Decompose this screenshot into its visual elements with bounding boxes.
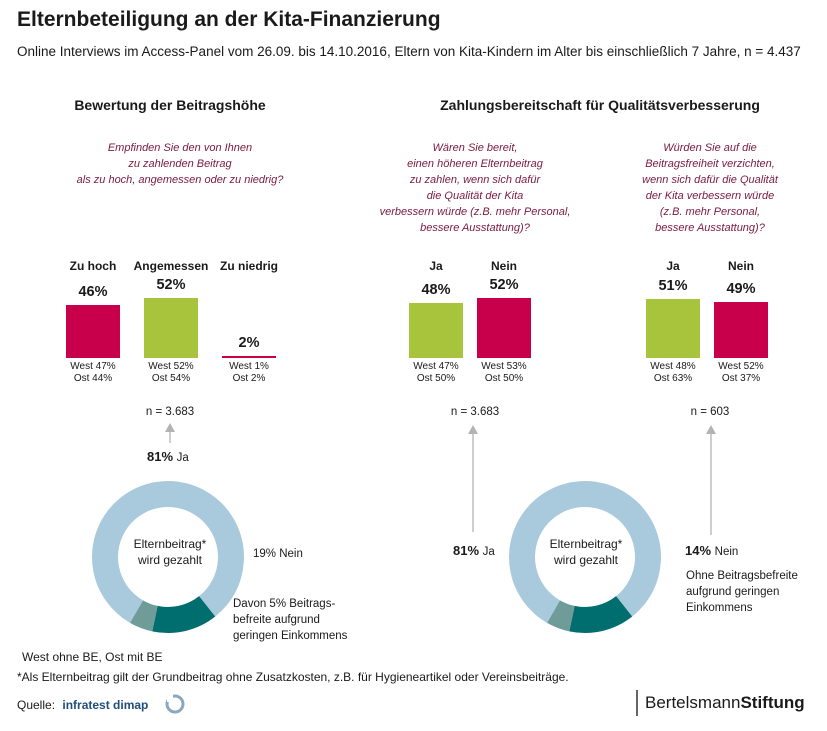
section-title-left: Bewertung der Beitragshöhe [74, 97, 266, 113]
source-line: Quelle: infratest dimap [17, 698, 149, 712]
bar [66, 305, 120, 358]
donut-segment [152, 596, 216, 633]
arrow-2-head [468, 425, 478, 434]
section-title-right: Zahlungsbereitschaft für Qualitätsverbes… [440, 97, 760, 113]
bar-category-label: Zu niedrig [220, 259, 278, 273]
bertelsmann-logo: BertelsmannStiftung [645, 693, 805, 712]
bar-category-label: Nein [727, 259, 754, 273]
arrow-3-head [706, 425, 716, 434]
bar-west-ost-label: West 48% Ost 63% [650, 361, 696, 384]
bar-value-label: 2% [238, 334, 260, 351]
donut-left-befreite-label: Davon 5% Beitrags- befreite aufgrund ger… [233, 598, 348, 642]
bar-west-ost-label: West 52% Ost 37% [718, 361, 764, 384]
question-2: Wären Sie bereit, einen höheren Elternbe… [379, 142, 571, 234]
donut-chart-left [91, 480, 244, 633]
footnote-west-ost: West ohne BE, Ost mit BE [22, 650, 163, 664]
question-1: Empfinden Sie den von Ihnen zu zahlenden… [76, 142, 284, 186]
donut-chart-right [508, 480, 662, 633]
question-3: Würden Sie auf die Beitragsfreiheit verz… [642, 142, 778, 234]
bar-value-label: 46% [78, 284, 108, 301]
bar-value-label: 52% [489, 277, 519, 294]
donut-center-right: Elternbeitrag* wird gezahlt [549, 537, 623, 567]
source-infratest-logo: infratest dimap [62, 698, 149, 712]
bar-west-ost-label: West 47% Ost 44% [70, 361, 116, 384]
n-label-3: n = 603 [690, 406, 730, 418]
bar [409, 302, 463, 358]
donut-segment [508, 480, 662, 623]
bar-category-label: Ja [429, 259, 443, 273]
bar-category-label: Zu hoch [69, 259, 117, 273]
page-title: Elternbeteiligung an der Kita-Finanzieru… [17, 8, 441, 31]
bar [222, 355, 276, 358]
bar-west-ost-label: West 52% Ost 54% [148, 361, 194, 384]
bar-west-ost-label: West 1% Ost 2% [229, 361, 269, 384]
n-label-2: n = 3.683 [450, 406, 500, 418]
n-label-1: n = 3.683 [145, 406, 195, 418]
donut-right-nein-label: 14% Nein [685, 543, 739, 558]
donut-segment [130, 600, 158, 632]
donut-left-top-label: 81% Ja [147, 449, 189, 464]
bar [144, 298, 198, 358]
bar-category-label: Nein [490, 259, 517, 273]
bar [646, 299, 700, 358]
donut-center-left: Elternbeitrag* wird gezahlt [133, 537, 207, 567]
bar-west-ost-label: West 47% Ost 50% [413, 361, 459, 384]
donut-segment [547, 600, 575, 632]
donut-left-nein-label: 19% Nein [253, 548, 303, 560]
donut-segment [91, 480, 244, 623]
donut-right-ja-label: 81% Ja [453, 543, 495, 558]
arrow-1-head [165, 423, 175, 432]
bar [477, 298, 531, 358]
bar-west-ost-label: West 53% Ost 50% [481, 361, 527, 384]
page-subtitle: Online Interviews im Access-Panel vom 26… [17, 44, 801, 59]
bar-value-label: 52% [156, 277, 186, 294]
donut-right-befreite-label: Ohne Beitragsbefreite aufgrund geringen … [686, 570, 798, 614]
bar [714, 301, 768, 358]
bar-category-label: Angemessen [133, 259, 209, 273]
footnote-elternbeitrag: *Als Elternbeitrag gilt der Grundbeitrag… [17, 670, 569, 684]
bar-category-label: Ja [666, 259, 680, 273]
bar-value-label: 51% [658, 278, 688, 295]
bar-value-label: 48% [421, 281, 451, 298]
bar-value-label: 49% [726, 280, 756, 297]
donut-segment [569, 596, 633, 633]
logo-ring-icon [165, 694, 185, 714]
